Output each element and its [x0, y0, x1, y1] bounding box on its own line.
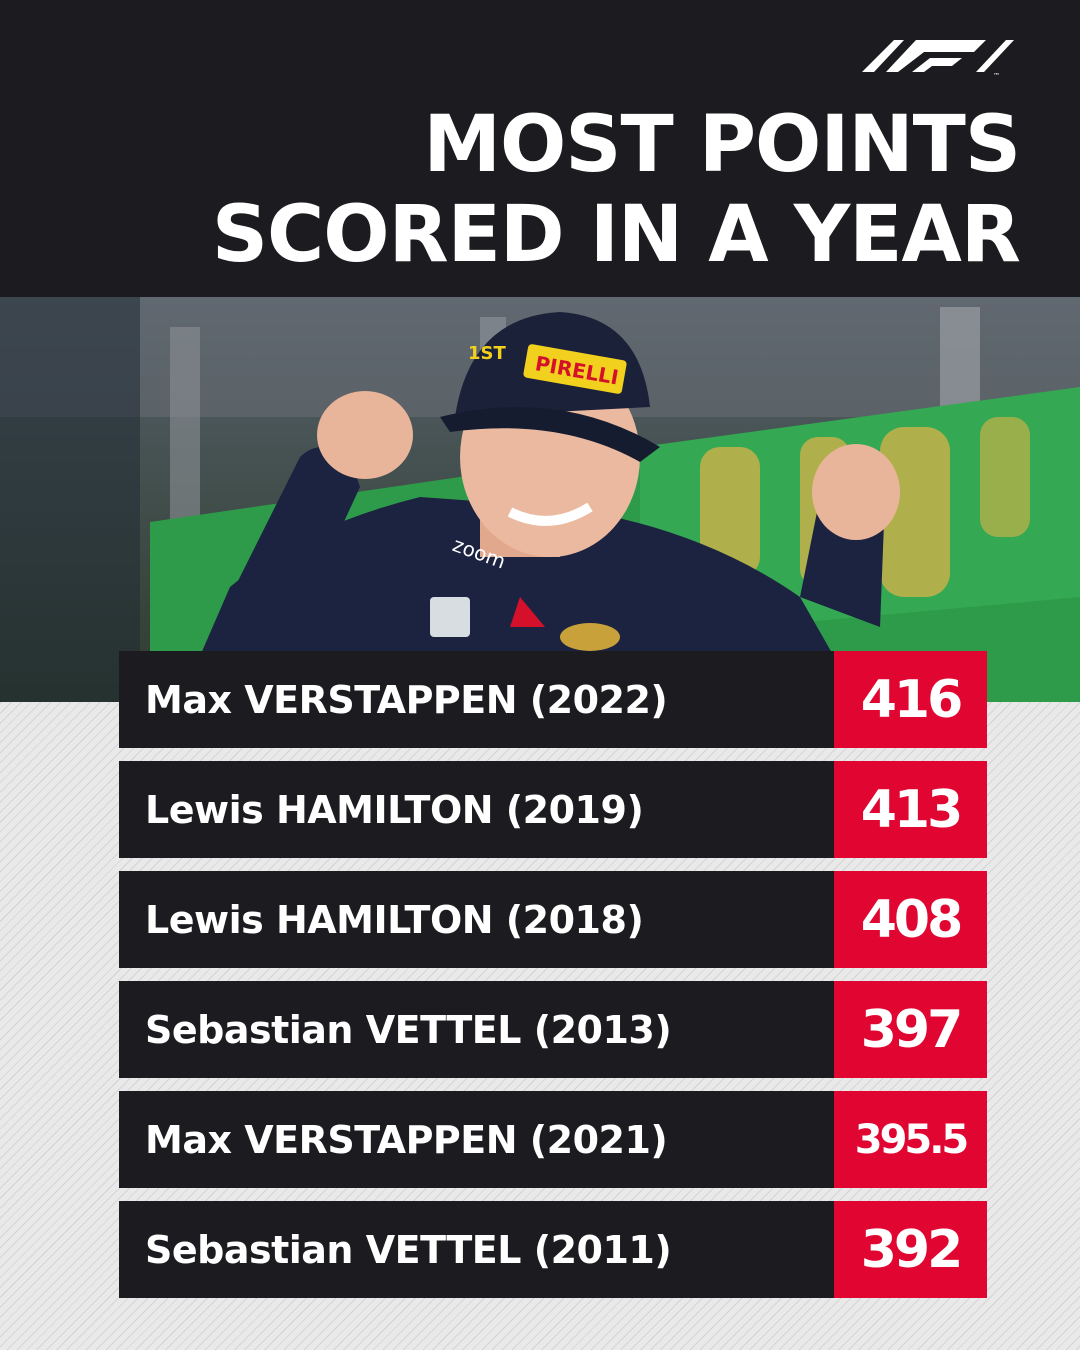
driver-celebrating-photo: PIRELLI 1ST zoom: [0, 297, 1080, 702]
title-line-2: SCORED IN A YEAR: [211, 190, 1021, 280]
driver-name: Sebastian VETTEL (2013): [119, 981, 834, 1078]
driver-name: Lewis HAMILTON (2019): [119, 761, 834, 858]
svg-text:™: ™: [993, 72, 1000, 80]
header: ™ MOST POINTS SCORED IN A YEAR: [0, 0, 1080, 297]
table-row: Max VERSTAPPEN (2021) 395.5: [119, 1091, 987, 1188]
driver-name: Lewis HAMILTON (2018): [119, 871, 834, 968]
f1-logo-icon: ™: [862, 40, 1014, 80]
table-row: Lewis HAMILTON (2019) 413: [119, 761, 987, 858]
table-row: Sebastian VETTEL (2011) 392: [119, 1201, 987, 1298]
points-value: 408: [834, 871, 987, 968]
title-line-1: MOST POINTS: [423, 100, 1021, 190]
driver-name: Max VERSTAPPEN (2021): [119, 1091, 834, 1188]
points-value: 395.5: [834, 1091, 987, 1188]
points-table: Max VERSTAPPEN (2022) 416 Lewis HAMILTON…: [119, 651, 987, 1311]
svg-text:1ST: 1ST: [468, 343, 506, 364]
driver-name: Sebastian VETTEL (2011): [119, 1201, 834, 1298]
table-row: Lewis HAMILTON (2018) 408: [119, 871, 987, 968]
table-row: Sebastian VETTEL (2013) 397: [119, 981, 987, 1078]
table-row: Max VERSTAPPEN (2022) 416: [119, 651, 987, 748]
driver-name: Max VERSTAPPEN (2022): [119, 651, 834, 748]
points-value: 397: [834, 981, 987, 1078]
points-value: 392: [834, 1201, 987, 1298]
page-title: MOST POINTS SCORED IN A YEAR: [211, 100, 1021, 280]
points-value: 416: [834, 651, 987, 748]
points-value: 413: [834, 761, 987, 858]
